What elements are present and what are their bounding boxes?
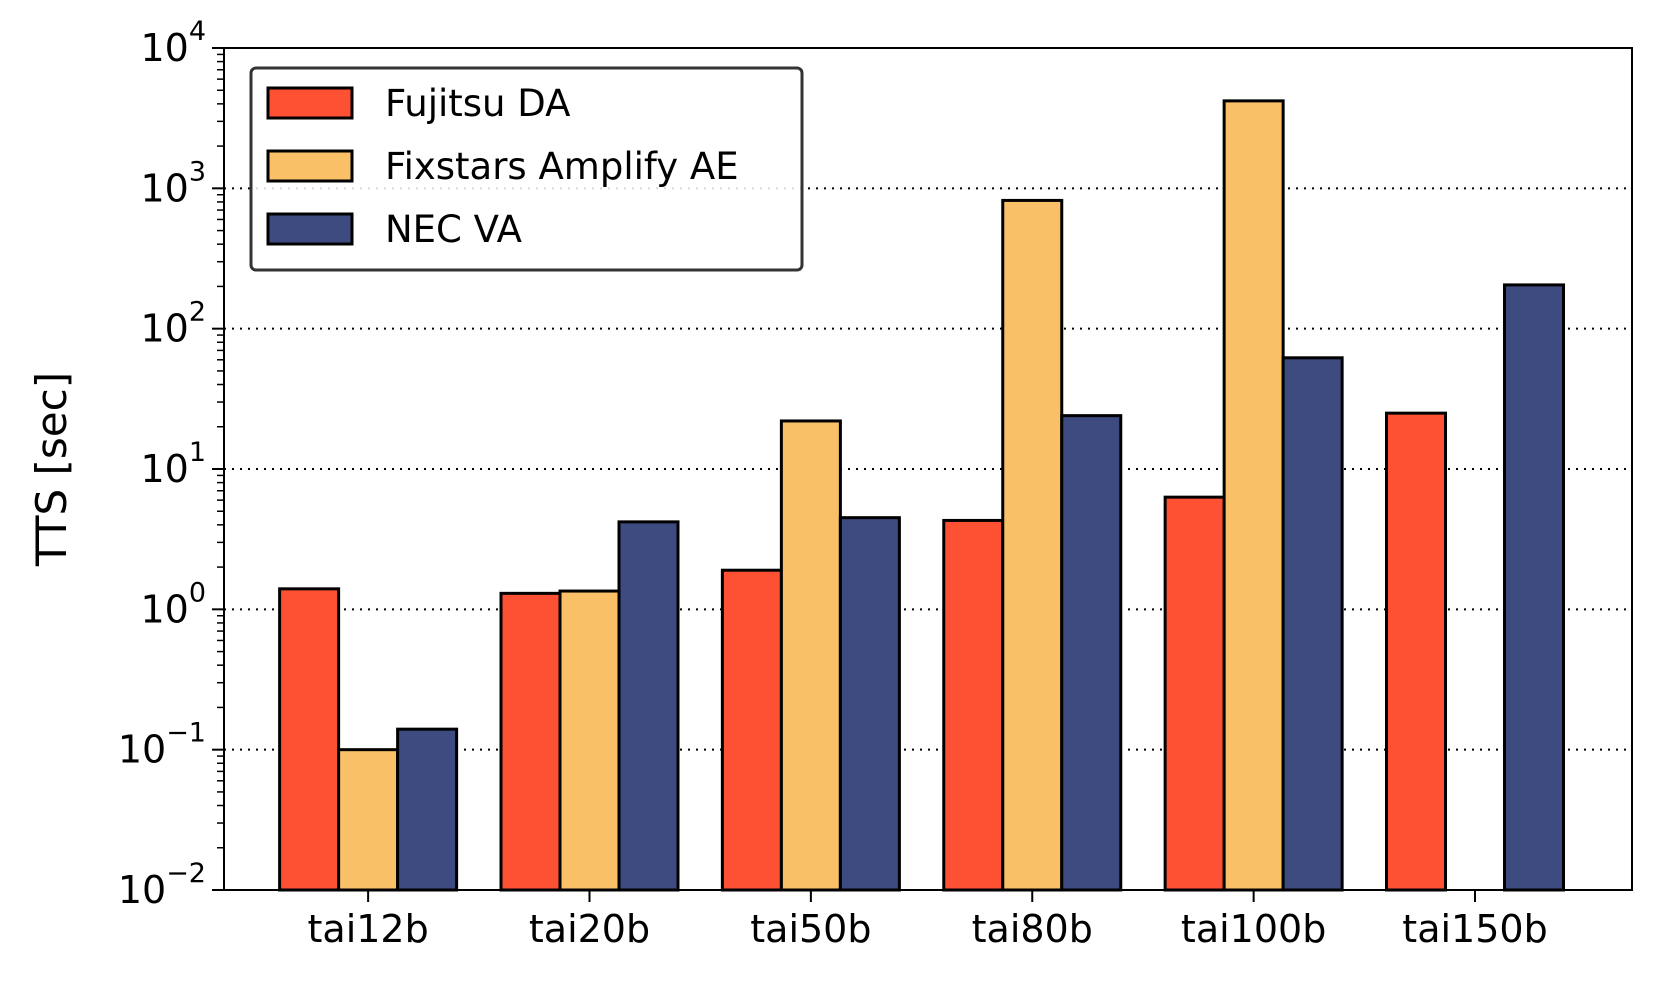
y-tick-label: 103	[140, 156, 206, 210]
bar-fujitsu-da	[720, 568, 783, 892]
bar-fujitsu-da	[1163, 495, 1226, 892]
bars	[278, 99, 1566, 892]
y-axis-title: TTS [sec]	[27, 372, 76, 567]
y-tick-label: 102	[140, 297, 206, 351]
bar-fujitsu-da	[1385, 411, 1448, 892]
x-axis-ticks: tai12b tai20b tai50b tai80b tai100b tai150b	[308, 890, 1548, 951]
legend-label: NEC VA	[385, 208, 522, 251]
bar-fixstars-amplify-ae	[1222, 99, 1285, 892]
y-tick-label: 104	[140, 16, 206, 70]
x-tick-label: tai80b	[972, 907, 1093, 951]
bar-fixstars-amplify-ae	[779, 419, 842, 892]
bar-fixstars-amplify-ae	[1001, 198, 1064, 892]
bar-nec-va	[1060, 414, 1123, 892]
bar-fixstars-amplify-ae	[558, 589, 621, 892]
legend-label: Fujitsu DA	[385, 82, 570, 125]
y-tick-label: 101	[140, 437, 206, 491]
x-tick-label: tai20b	[529, 907, 650, 951]
bar-nec-va	[617, 520, 680, 892]
legend-swatch	[266, 149, 354, 183]
legend-swatch	[266, 86, 354, 120]
y-axis-ticks: 10−2 10−1 100 101 102 103 104	[118, 16, 224, 912]
legend-items: Fujitsu DA Fixstars Amplify AE NEC VA	[266, 82, 739, 251]
y-tick-label: 100	[140, 577, 206, 631]
bar-fujitsu-da	[942, 518, 1005, 892]
legend-frame	[249, 66, 804, 272]
legend-swatch	[266, 212, 354, 246]
bar-nec-va	[1503, 283, 1566, 892]
x-tick-label: tai12b	[308, 907, 429, 951]
bar-nec-va	[838, 516, 901, 892]
x-tick-label: tai100b	[1181, 907, 1326, 951]
legend: Fujitsu DA Fixstars Amplify AE NEC VA	[249, 66, 804, 272]
bar-nec-va	[1281, 356, 1344, 892]
x-tick-label: tai150b	[1402, 907, 1547, 951]
bar-fixstars-amplify-ae	[337, 748, 400, 892]
bar-fujitsu-da	[278, 587, 341, 892]
bar-fujitsu-da	[499, 591, 562, 892]
y-tick-label: 10−1	[118, 718, 206, 772]
legend-label: Fixstars Amplify AE	[385, 145, 739, 188]
x-tick-label: tai50b	[750, 907, 871, 951]
bar-nec-va	[396, 727, 459, 892]
grid-lines	[224, 187, 1632, 751]
y-tick-label: 10−2	[118, 858, 206, 912]
